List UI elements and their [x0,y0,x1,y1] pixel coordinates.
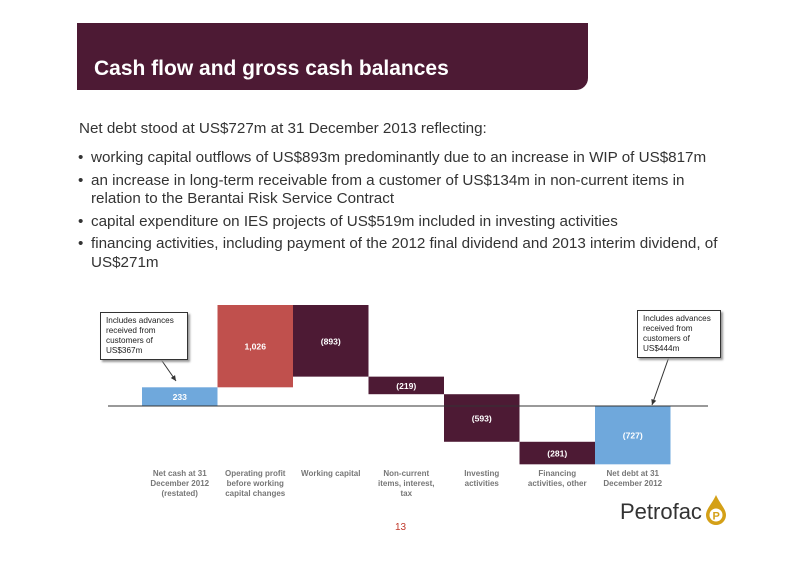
drop-icon: P [706,495,726,525]
petrofac-logo: Petrofac P [620,495,726,525]
bullet-text: working capital outflows of US$893m pred… [91,149,707,166]
intro-text: Net debt stood at US$727m at 31 December… [79,120,487,137]
category-label: Operating profit [225,469,286,478]
category-label: Non-current [383,469,429,478]
logo-mark: P [713,511,720,523]
category-label: before working [227,479,284,488]
waterfall-bar [519,441,595,465]
left-callout-arrow-head [170,375,176,381]
bar-value-label: (219) [396,381,416,391]
left-callout: Includes advances received from customer… [100,312,188,360]
title-banner [77,23,588,90]
bar-value-label: (727) [623,431,643,441]
right-callout: Includes advances received from customer… [637,310,721,358]
category-label: (restated) [162,489,199,498]
bullet-dot: • [78,212,84,230]
category-label: items, interest, [378,479,434,488]
bar-value-label: (281) [547,449,567,459]
bar-value-label: (593) [472,413,492,423]
category-label: Net debt at 31 [607,469,660,478]
category-label: activities [465,479,500,488]
right-callout-arrow [651,353,671,406]
bullet-item: • financing activities, including payment… [78,235,718,272]
bar-value-label: 1,026 [244,342,266,352]
page-title: Cash flow and gross cash balances [94,57,449,80]
category-label: Working capital [301,469,360,478]
page-number: 13 [395,522,407,533]
bullet-dot: • [78,149,84,166]
bullet-dot: • [78,171,84,189]
right-callout-arrow-head [651,399,657,405]
category-label: activities, other [528,479,587,488]
bullet-item: • capital expenditure on IES projects of … [78,213,718,232]
category-label: capital changes [225,489,286,498]
category-label: Investing [464,469,499,478]
bullet-list: • working capital outflows of US$893m pre… [78,149,718,276]
waterfall-bar [293,305,369,377]
bullet-dot: • [78,235,84,252]
waterfall-bar [444,394,520,442]
bullet-item: • an increase in long-term receivable fro… [78,172,718,209]
category-label: December 2012 [150,479,209,488]
right-callout-text: Includes advances received from customer… [643,314,711,353]
bullet-text: capital expenditure on IES projects of U… [91,212,618,230]
bar-value-label: (893) [321,336,341,346]
waterfall-bar [368,376,444,395]
bar-value-label: 233 [173,392,188,402]
waterfall-bar [217,305,293,388]
waterfall-bar [595,406,671,465]
bullet-text: financing activities, including payment … [91,235,718,271]
waterfall-bar [142,387,218,406]
bullet-item: • working capital outflows of US$893m pre… [78,149,718,168]
category-label: December 2012 [603,479,662,488]
category-label: Financing [538,469,576,478]
bullet-text: an increase in long-term receivable from… [91,171,685,208]
left-callout-text: Includes advances received from customer… [106,316,174,355]
category-label: tax [400,489,412,498]
category-label: Net cash at 31 [153,469,207,478]
logo-text: Petrofac [620,499,702,524]
